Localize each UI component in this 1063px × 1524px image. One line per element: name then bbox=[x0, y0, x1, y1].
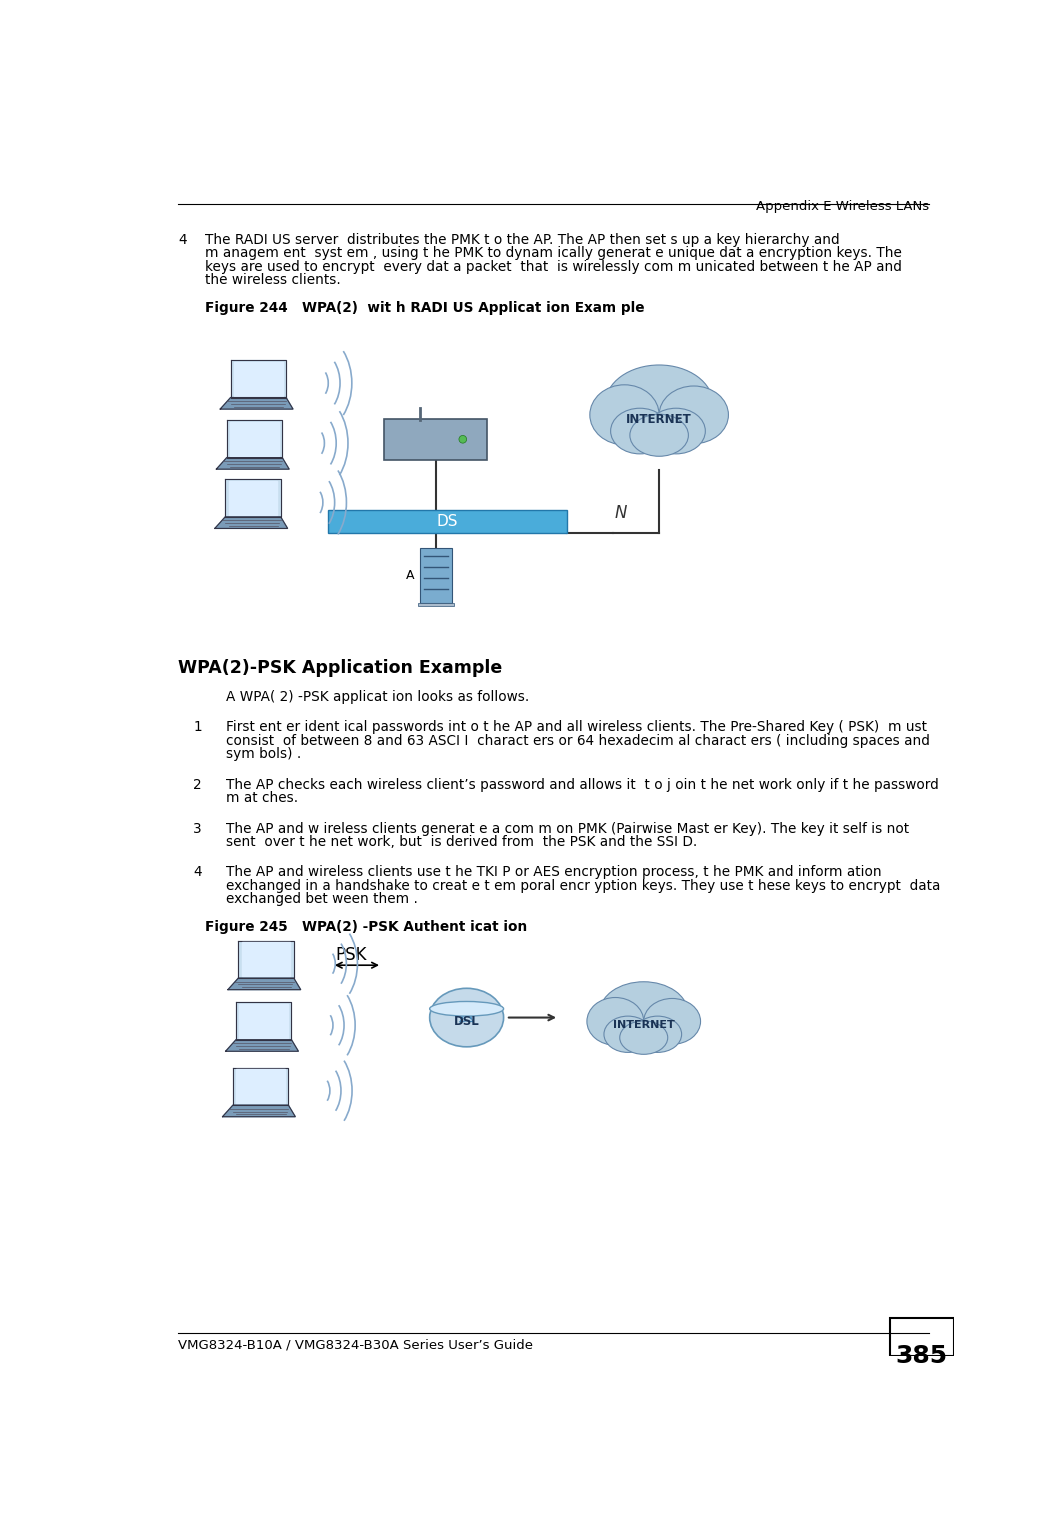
Polygon shape bbox=[238, 940, 293, 978]
Ellipse shape bbox=[429, 1001, 504, 1017]
Text: N: N bbox=[614, 503, 627, 521]
Polygon shape bbox=[234, 361, 283, 396]
FancyBboxPatch shape bbox=[890, 1318, 955, 1356]
FancyBboxPatch shape bbox=[384, 419, 488, 460]
Text: consist  of between 8 and 63 ASCI I  charact ers or 64 hexadecim al charact ers : consist of between 8 and 63 ASCI I chara… bbox=[226, 735, 930, 748]
Text: The RADI US server  distributes the PMK t o the AP. The AP then set s up a key h: The RADI US server distributes the PMK t… bbox=[205, 233, 840, 247]
Text: m anagem ent  syst em , using t he PMK to dynam ically generat e unique dat a en: m anagem ent syst em , using t he PMK to… bbox=[205, 247, 901, 261]
Text: the wireless clients.: the wireless clients. bbox=[205, 273, 340, 288]
Text: 4: 4 bbox=[193, 866, 202, 879]
Text: The AP checks each wireless client’s password and allows it  t o j oin t he net : The AP checks each wireless client’s pas… bbox=[226, 777, 939, 791]
Polygon shape bbox=[233, 1068, 288, 1105]
Text: PSK: PSK bbox=[336, 946, 367, 965]
Text: Figure 244   WPA(2)  wit h RADI US Applicat ion Exam ple: Figure 244 WPA(2) wit h RADI US Applicat… bbox=[205, 300, 644, 314]
Polygon shape bbox=[239, 1004, 288, 1038]
Text: 385: 385 bbox=[896, 1344, 948, 1369]
Polygon shape bbox=[241, 942, 290, 977]
Text: DSL: DSL bbox=[454, 1015, 479, 1027]
Text: DS: DS bbox=[437, 514, 458, 529]
Polygon shape bbox=[220, 398, 293, 408]
Ellipse shape bbox=[610, 408, 669, 454]
Ellipse shape bbox=[600, 981, 688, 1044]
Bar bbox=[328, 511, 567, 533]
Text: The AP and w ireless clients generat e a com m on PMK (Pairwise Mast er Key). Th: The AP and w ireless clients generat e a… bbox=[226, 821, 910, 835]
Text: 3: 3 bbox=[193, 821, 202, 835]
Text: First ent er ident ical passwords int o t he AP and all wireless clients. The Pr: First ent er ident ical passwords int o … bbox=[226, 721, 927, 735]
Polygon shape bbox=[225, 480, 281, 517]
Ellipse shape bbox=[429, 988, 504, 1047]
Text: exchanged bet ween them .: exchanged bet ween them . bbox=[226, 893, 418, 907]
Polygon shape bbox=[217, 457, 289, 469]
Ellipse shape bbox=[620, 1021, 668, 1055]
Polygon shape bbox=[225, 1039, 299, 1052]
Text: A: A bbox=[406, 568, 415, 582]
Text: sent  over t he net work, but  is derived from  the PSK and the SSI D.: sent over t he net work, but is derived … bbox=[226, 835, 697, 849]
Text: INTERNET: INTERNET bbox=[626, 413, 692, 425]
Text: keys are used to encrypt  every dat a packet  that  is wirelessly com m unicated: keys are used to encrypt every dat a pac… bbox=[205, 261, 901, 274]
Ellipse shape bbox=[646, 408, 706, 454]
Text: 4: 4 bbox=[178, 233, 186, 247]
Ellipse shape bbox=[605, 364, 713, 443]
Ellipse shape bbox=[644, 998, 701, 1044]
Text: WPA(2)-PSK Application Example: WPA(2)-PSK Application Example bbox=[178, 658, 502, 677]
Text: 2: 2 bbox=[193, 777, 202, 791]
Bar bbox=[418, 602, 454, 607]
Polygon shape bbox=[222, 1105, 296, 1117]
Text: m at ches.: m at ches. bbox=[226, 791, 299, 805]
Ellipse shape bbox=[634, 1017, 681, 1053]
Text: sym bols) .: sym bols) . bbox=[226, 747, 302, 762]
Text: Figure 245   WPA(2) -PSK Authent icat ion: Figure 245 WPA(2) -PSK Authent icat ion bbox=[205, 920, 527, 934]
Ellipse shape bbox=[659, 386, 728, 443]
Text: The AP and wireless clients use t he TKI P or AES encryption process, t he PMK a: The AP and wireless clients use t he TKI… bbox=[226, 866, 882, 879]
Polygon shape bbox=[236, 1070, 285, 1103]
Text: VMG8324-B10A / VMG8324-B30A Series User’s Guide: VMG8324-B10A / VMG8324-B30A Series User’… bbox=[178, 1338, 533, 1352]
Text: exchanged in a handshake to creat e t em poral encr yption keys. They use t hese: exchanged in a handshake to creat e t em… bbox=[226, 879, 941, 893]
Text: Appendix E Wireless LANs: Appendix E Wireless LANs bbox=[756, 200, 929, 213]
Ellipse shape bbox=[590, 384, 659, 445]
Polygon shape bbox=[229, 482, 277, 515]
Ellipse shape bbox=[630, 415, 689, 456]
Polygon shape bbox=[236, 1003, 291, 1039]
Polygon shape bbox=[231, 422, 279, 456]
Polygon shape bbox=[231, 360, 286, 398]
Ellipse shape bbox=[587, 998, 644, 1045]
Circle shape bbox=[459, 436, 467, 443]
Text: A WPA( 2) -PSK applicat ion looks as follows.: A WPA( 2) -PSK applicat ion looks as fol… bbox=[226, 689, 529, 704]
Polygon shape bbox=[215, 517, 288, 529]
Text: 1: 1 bbox=[193, 721, 202, 735]
Text: INTERNET: INTERNET bbox=[613, 1020, 675, 1030]
FancyBboxPatch shape bbox=[420, 547, 452, 604]
Ellipse shape bbox=[604, 1017, 652, 1053]
Polygon shape bbox=[226, 421, 282, 457]
Polygon shape bbox=[227, 978, 301, 989]
